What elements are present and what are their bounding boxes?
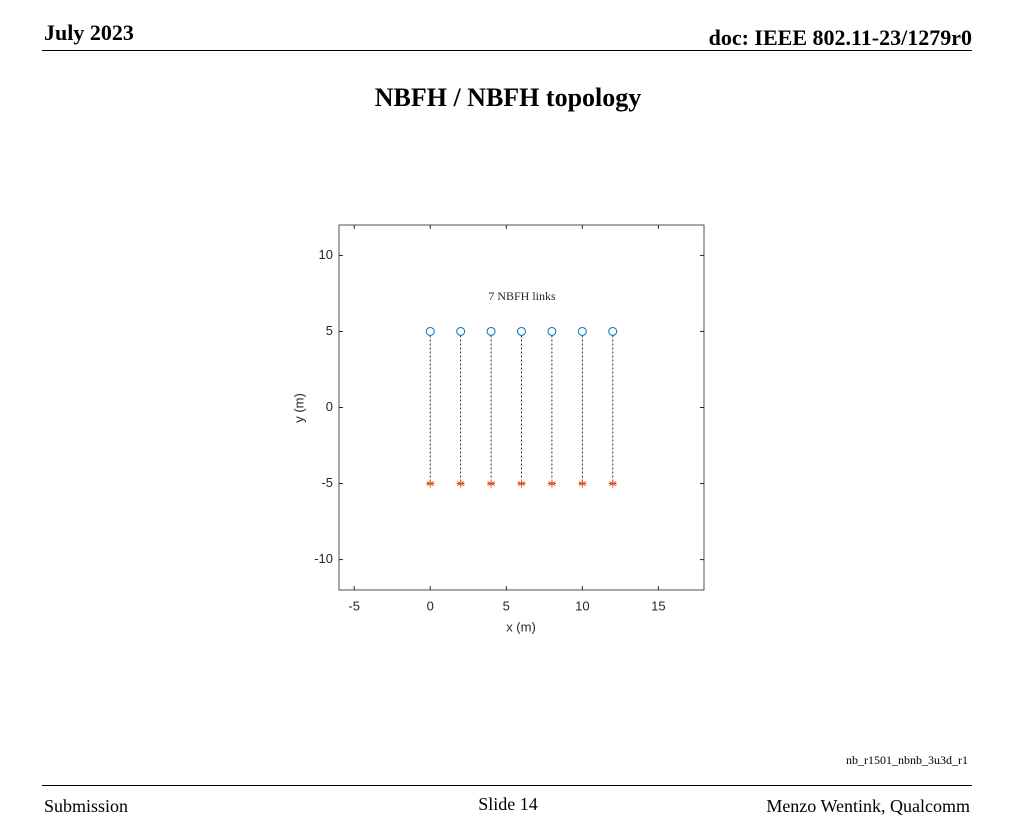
chart: x (m) y (m) 7 NBFH links -5 0 5 10 15 -10 -5 0 5…: [291, 224, 705, 634]
y-axis-label: y (m): [291, 393, 306, 423]
point: [456, 326, 466, 336]
slide-title: NBFH / NBFH topology: [374, 83, 642, 112]
point: [547, 326, 557, 336]
point: [426, 479, 435, 488]
point: [577, 326, 587, 336]
header-rule: [42, 50, 972, 51]
y-tick-label: 0: [326, 399, 333, 414]
y-tick-label: 5: [326, 323, 333, 338]
point: [487, 479, 496, 488]
point: [425, 326, 435, 336]
x-tick-label: 10: [575, 598, 589, 613]
point: [578, 479, 587, 488]
annotation: 7 NBFH links: [488, 289, 556, 303]
x-tick-label: 5: [503, 598, 510, 613]
point: [517, 326, 526, 336]
y-tick-label: 10: [319, 247, 333, 262]
x-tick-label: 15: [651, 598, 665, 613]
header-date: July 2023: [44, 20, 134, 45]
point: [547, 479, 556, 488]
footer-right: Menzo Wentink, Qualcomm: [766, 796, 970, 816]
footer-left: Submission: [44, 796, 129, 816]
note: nb_r1501_nbnb_3u3d_r1: [846, 753, 968, 767]
footer-rule: [42, 785, 972, 786]
x-axis-label: x (m): [506, 619, 536, 634]
point: [517, 479, 526, 488]
point: [608, 479, 617, 488]
point: [608, 326, 618, 336]
point: [456, 479, 465, 488]
header-doc: doc: IEEE 802.11-23/1279r0: [708, 25, 972, 50]
x-tick-label: 0: [427, 598, 434, 613]
point: [486, 326, 496, 336]
y-tick-label: -5: [321, 475, 333, 490]
footer-center: Slide 14: [478, 794, 538, 814]
y-tick-label: -10: [314, 551, 333, 566]
x-tick-label: -5: [348, 598, 360, 613]
